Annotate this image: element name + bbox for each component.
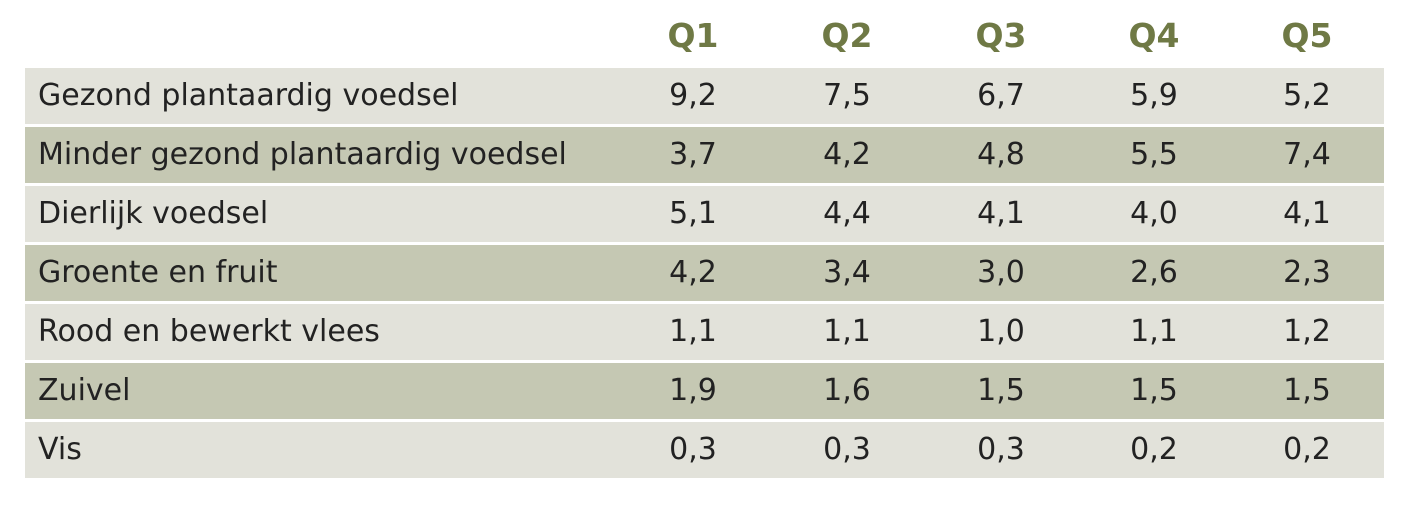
table-cell: 1,9 xyxy=(669,373,717,408)
data-table: Q1 Q2 Q3 Q4 Q5 Gezond plantaardig voedse… xyxy=(25,0,1384,481)
table-cell: 1,1 xyxy=(823,314,871,349)
table-cell: 4,0 xyxy=(1130,196,1178,231)
table-cell: 4,2 xyxy=(669,255,717,290)
table-row: Rood en bewerkt vlees 1,1 1,1 1,0 1,1 1,… xyxy=(25,304,1384,360)
table-cell: 0,2 xyxy=(1283,432,1331,467)
table-cell: 1,1 xyxy=(669,314,717,349)
table-row: Vis 0,3 0,3 0,3 0,2 0,2 xyxy=(25,422,1384,478)
table-cell: 7,5 xyxy=(823,78,871,113)
table-cell: 4,8 xyxy=(977,137,1025,172)
table-cell: 4,1 xyxy=(977,196,1025,231)
table-cell: 0,2 xyxy=(1130,432,1178,467)
table-cell: 5,9 xyxy=(1130,78,1178,113)
column-header-q1: Q1 xyxy=(667,16,719,55)
row-label: Minder gezond plantaardig voedsel xyxy=(38,137,567,172)
table-row: Dierlijk voedsel 5,1 4,4 4,1 4,0 4,1 xyxy=(25,186,1384,242)
table-cell: 3,4 xyxy=(823,255,871,290)
table-cell: 2,6 xyxy=(1130,255,1178,290)
table-cell: 5,2 xyxy=(1283,78,1331,113)
table-row: Minder gezond plantaardig voedsel 3,7 4,… xyxy=(25,127,1384,183)
table-cell: 1,6 xyxy=(823,373,871,408)
table-cell: 2,3 xyxy=(1283,255,1331,290)
table-cell: 1,1 xyxy=(1130,314,1178,349)
table-cell: 3,7 xyxy=(669,137,717,172)
row-label: Gezond plantaardig voedsel xyxy=(38,78,459,113)
column-header-q5: Q5 xyxy=(1281,16,1333,55)
table-cell: 4,4 xyxy=(823,196,871,231)
table-cell: 1,5 xyxy=(1283,373,1331,408)
table-cell: 5,1 xyxy=(669,196,717,231)
table-cell: 3,0 xyxy=(977,255,1025,290)
row-label: Groente en fruit xyxy=(38,255,278,290)
table-cell: 4,1 xyxy=(1283,196,1331,231)
table-cell: 0,3 xyxy=(977,432,1025,467)
table-cell: 1,5 xyxy=(1130,373,1178,408)
column-header-q4: Q4 xyxy=(1128,16,1180,55)
column-header-q2: Q2 xyxy=(821,16,873,55)
column-header-q3: Q3 xyxy=(975,16,1027,55)
table-cell: 1,5 xyxy=(977,373,1025,408)
table-row: Zuivel 1,9 1,6 1,5 1,5 1,5 xyxy=(25,363,1384,419)
table-cell: 1,2 xyxy=(1283,314,1331,349)
table-row: Groente en fruit 4,2 3,4 3,0 2,6 2,3 xyxy=(25,245,1384,301)
table-cell: 5,5 xyxy=(1130,137,1178,172)
table-header-row: Q1 Q2 Q3 Q4 Q5 xyxy=(25,0,1384,68)
table-row: Gezond plantaardig voedsel 9,2 7,5 6,7 5… xyxy=(25,68,1384,124)
table-cell: 0,3 xyxy=(669,432,717,467)
table-cell: 9,2 xyxy=(669,78,717,113)
table-cell: 6,7 xyxy=(977,78,1025,113)
table-cell: 7,4 xyxy=(1283,137,1331,172)
table-cell: 4,2 xyxy=(823,137,871,172)
table-cell: 0,3 xyxy=(823,432,871,467)
row-label: Rood en bewerkt vlees xyxy=(38,314,380,349)
row-label: Zuivel xyxy=(38,373,131,408)
table-cell: 1,0 xyxy=(977,314,1025,349)
row-label: Dierlijk voedsel xyxy=(38,196,269,231)
row-label: Vis xyxy=(38,432,82,467)
